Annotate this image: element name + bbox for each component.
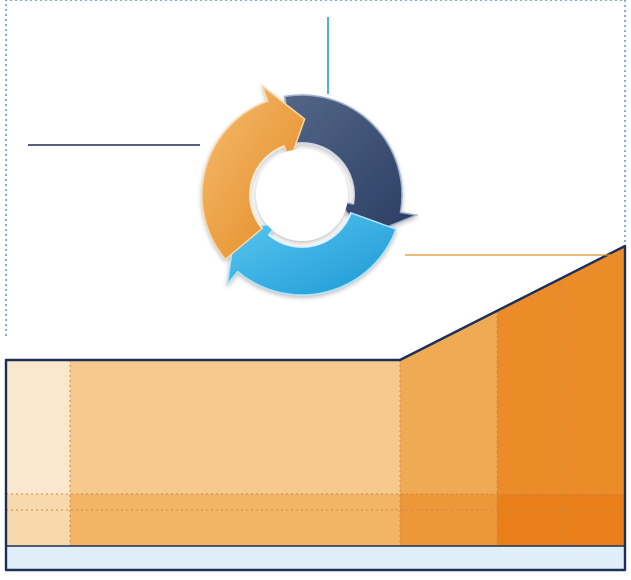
ramp-segment (497, 246, 625, 494)
ramp-segment (400, 311, 497, 494)
ramp-footer-strip (6, 546, 625, 570)
ramp-band-segment (70, 494, 400, 546)
cycle-arrows-icon (202, 86, 416, 295)
ramp-segment (6, 360, 70, 494)
cycle-center (256, 149, 348, 241)
diagram-svg (0, 0, 631, 580)
ramp-band-segment (497, 494, 625, 546)
ramp-band-segment (6, 494, 70, 546)
ramp-band-segment (400, 494, 497, 546)
diagram-stage (0, 0, 631, 580)
ramp-segment (70, 360, 400, 494)
